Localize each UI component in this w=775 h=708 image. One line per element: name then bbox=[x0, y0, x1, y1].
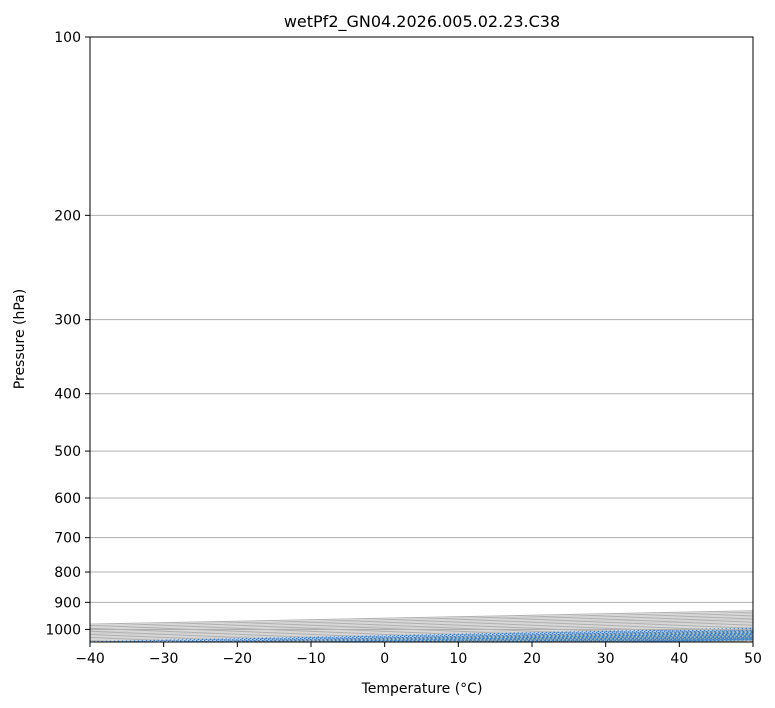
moist-adiabat-line bbox=[652, 639, 753, 642]
moist-adiabat-line bbox=[563, 638, 753, 642]
dry-adiabat-line bbox=[672, 37, 775, 644]
isotherm-line bbox=[728, 641, 753, 642]
x-axis-label: Temperature (°C) bbox=[361, 681, 483, 697]
y-tick-label: 1000 bbox=[45, 622, 81, 638]
x-tick-label: −20 bbox=[223, 651, 253, 667]
x-tick-label: −30 bbox=[149, 651, 179, 667]
moist-adiabat-line bbox=[267, 631, 753, 642]
moist-adiabat-line bbox=[208, 630, 753, 642]
isotherm-line bbox=[507, 637, 753, 642]
dry-adiabat-line bbox=[747, 37, 775, 644]
isotherm-line bbox=[286, 632, 753, 642]
moist-adiabat-line bbox=[297, 632, 753, 642]
y-tick-label: 500 bbox=[54, 444, 81, 460]
isotherm-line bbox=[90, 623, 753, 639]
y-axis-label: Pressure (hPa) bbox=[12, 289, 28, 389]
x-tick-label: 20 bbox=[523, 651, 541, 667]
x-tick-label: 10 bbox=[449, 651, 467, 667]
isotherm-line bbox=[212, 631, 753, 642]
y-tick-label: 100 bbox=[54, 30, 81, 46]
dry-adiabat-line bbox=[539, 637, 753, 642]
pressure-gridlines bbox=[90, 37, 753, 630]
moist-adiabat-line bbox=[593, 638, 753, 642]
plot-frame bbox=[89, 36, 754, 643]
isotherm-line bbox=[90, 611, 753, 627]
x-tick-label: 50 bbox=[744, 651, 762, 667]
dry-adiabat-line bbox=[613, 638, 753, 642]
x-tick-label: −10 bbox=[296, 651, 326, 667]
dry-adiabat-line bbox=[688, 640, 753, 642]
y-tick-label: 700 bbox=[54, 531, 81, 547]
moist-adiabat-line bbox=[356, 633, 753, 642]
y-axis-ticks: 100 200 300 400 500 600 700 800 900 1000 bbox=[45, 30, 90, 638]
dry-adiabat-line bbox=[240, 631, 753, 642]
x-tick-label: 40 bbox=[670, 651, 688, 667]
chart-title: wetPf2_GN04.2026.005.02.23.C38 bbox=[284, 12, 560, 32]
moist-adiabat-line bbox=[445, 635, 753, 642]
isotherm-line bbox=[433, 635, 753, 642]
dry-adiabat-line bbox=[389, 634, 753, 642]
isotherm-line bbox=[90, 625, 753, 640]
y-tick-label: 600 bbox=[54, 491, 81, 507]
dry-adiabat-line bbox=[315, 632, 753, 642]
isotherm-line bbox=[359, 634, 753, 642]
moist-adiabat-line bbox=[623, 639, 753, 642]
isotherm-line bbox=[90, 619, 753, 634]
mixing-ratio-line bbox=[437, 635, 753, 642]
isotherm-line bbox=[90, 626, 753, 642]
moist-adiabat-line bbox=[238, 631, 753, 642]
isotherm-line bbox=[90, 616, 753, 631]
isotherm-line bbox=[90, 622, 753, 637]
y-tick-label: 400 bbox=[54, 387, 81, 403]
isotherm-line bbox=[654, 640, 753, 642]
moist-adiabat-line bbox=[415, 635, 753, 642]
isotherm-line bbox=[90, 617, 753, 633]
x-axis-ticks: −40 −30 −20 −10 0 10 20 30 40 50 bbox=[75, 642, 762, 667]
isotherm-line bbox=[90, 610, 753, 625]
isotherm-line bbox=[90, 613, 753, 628]
isotherm-line bbox=[580, 638, 753, 642]
x-tick-label: 0 bbox=[380, 651, 389, 667]
moist-adiabat-line bbox=[386, 634, 753, 642]
moist-adiabat-line bbox=[475, 636, 753, 642]
y-tick-label: 200 bbox=[54, 208, 81, 224]
dry-adiabat-line bbox=[464, 635, 753, 642]
moist-adiabat-line bbox=[504, 636, 753, 642]
isotherm-line bbox=[90, 614, 753, 630]
moist-adiabat-line bbox=[534, 637, 753, 642]
background-lines bbox=[90, 37, 775, 644]
y-tick-label: 800 bbox=[54, 565, 81, 581]
x-tick-label: −40 bbox=[75, 651, 105, 667]
y-tick-label: 900 bbox=[54, 595, 81, 611]
isotherm-line bbox=[90, 628, 753, 642]
y-tick-label: 300 bbox=[54, 313, 81, 329]
isotherm-line bbox=[90, 620, 753, 636]
dry-adiabat-line bbox=[165, 629, 753, 642]
isotherm-line bbox=[138, 629, 753, 642]
moist-adiabat-line bbox=[326, 633, 753, 642]
x-tick-label: 30 bbox=[597, 651, 615, 667]
